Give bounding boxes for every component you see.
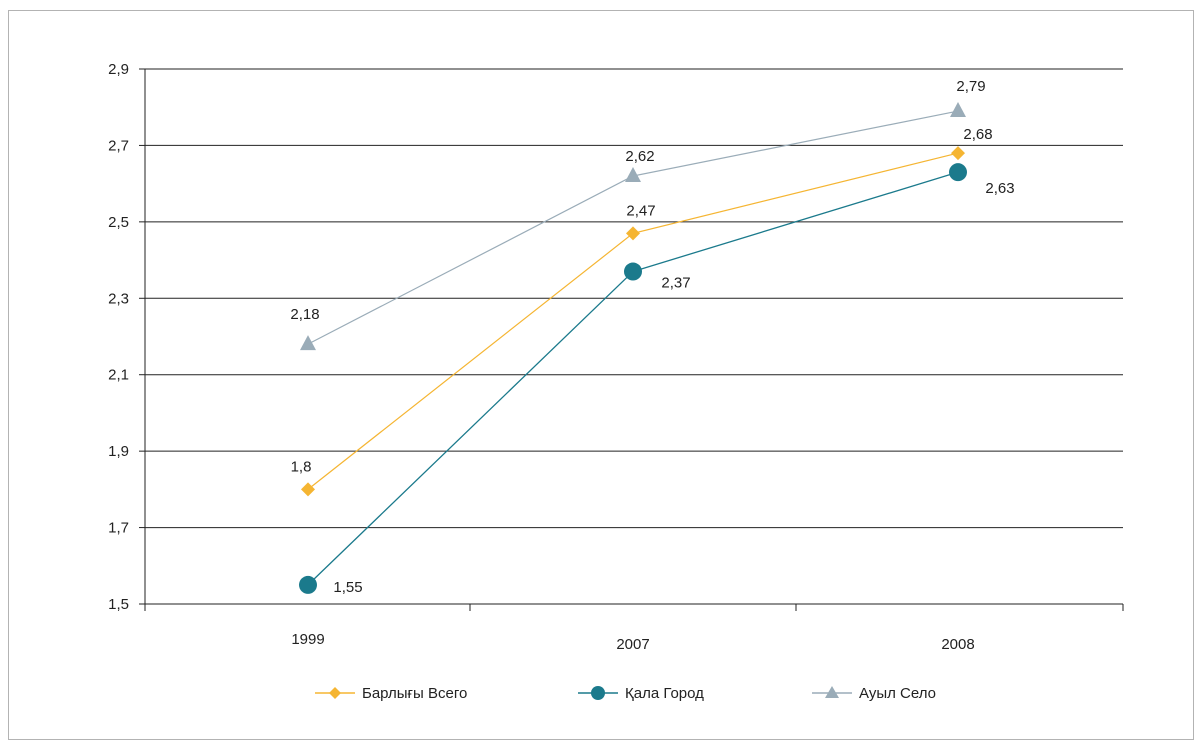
data-point — [301, 482, 315, 497]
data-label: 2,63 — [985, 180, 1014, 197]
data-point — [950, 102, 966, 118]
chart-frame — [8, 10, 1194, 740]
data-label: 2,79 — [956, 78, 985, 95]
y-tick-label: 2,3 — [108, 290, 129, 307]
y-tick-label: 2,5 — [108, 214, 129, 231]
data-label: 2,18 — [290, 306, 319, 323]
y-tick-label: 2,7 — [108, 137, 129, 154]
x-tick-label: 1999 — [291, 631, 324, 648]
data-point — [626, 226, 640, 241]
data-label: 2,62 — [625, 148, 654, 165]
data-point — [300, 335, 316, 351]
data-label: 2,47 — [626, 202, 655, 219]
data-point — [299, 575, 317, 594]
y-tick-label: 2,9 — [108, 61, 129, 78]
data-point — [951, 146, 965, 161]
data-point — [625, 167, 641, 182]
data-point — [624, 262, 642, 281]
data-label: 1,55 — [333, 579, 362, 596]
x-tick-label: 2007 — [616, 636, 649, 653]
data-point — [949, 163, 967, 182]
legend-label: Қала Город — [625, 685, 704, 702]
legend-label: Барлығы Всего — [362, 685, 467, 702]
y-tick-label: 2,1 — [108, 367, 129, 384]
x-tick-label: 2008 — [941, 636, 974, 653]
data-label: 2,68 — [963, 126, 992, 143]
data-label: 1,8 — [291, 458, 312, 475]
legend-marker — [591, 686, 605, 700]
data-label: 2,37 — [661, 275, 690, 292]
y-tick-label: 1,5 — [108, 596, 129, 613]
legend-label: Ауыл Село — [859, 685, 936, 702]
y-tick-label: 1,9 — [108, 443, 129, 460]
legend-marker — [329, 687, 341, 699]
legend-marker — [825, 686, 839, 698]
y-tick-label: 1,7 — [108, 520, 129, 537]
